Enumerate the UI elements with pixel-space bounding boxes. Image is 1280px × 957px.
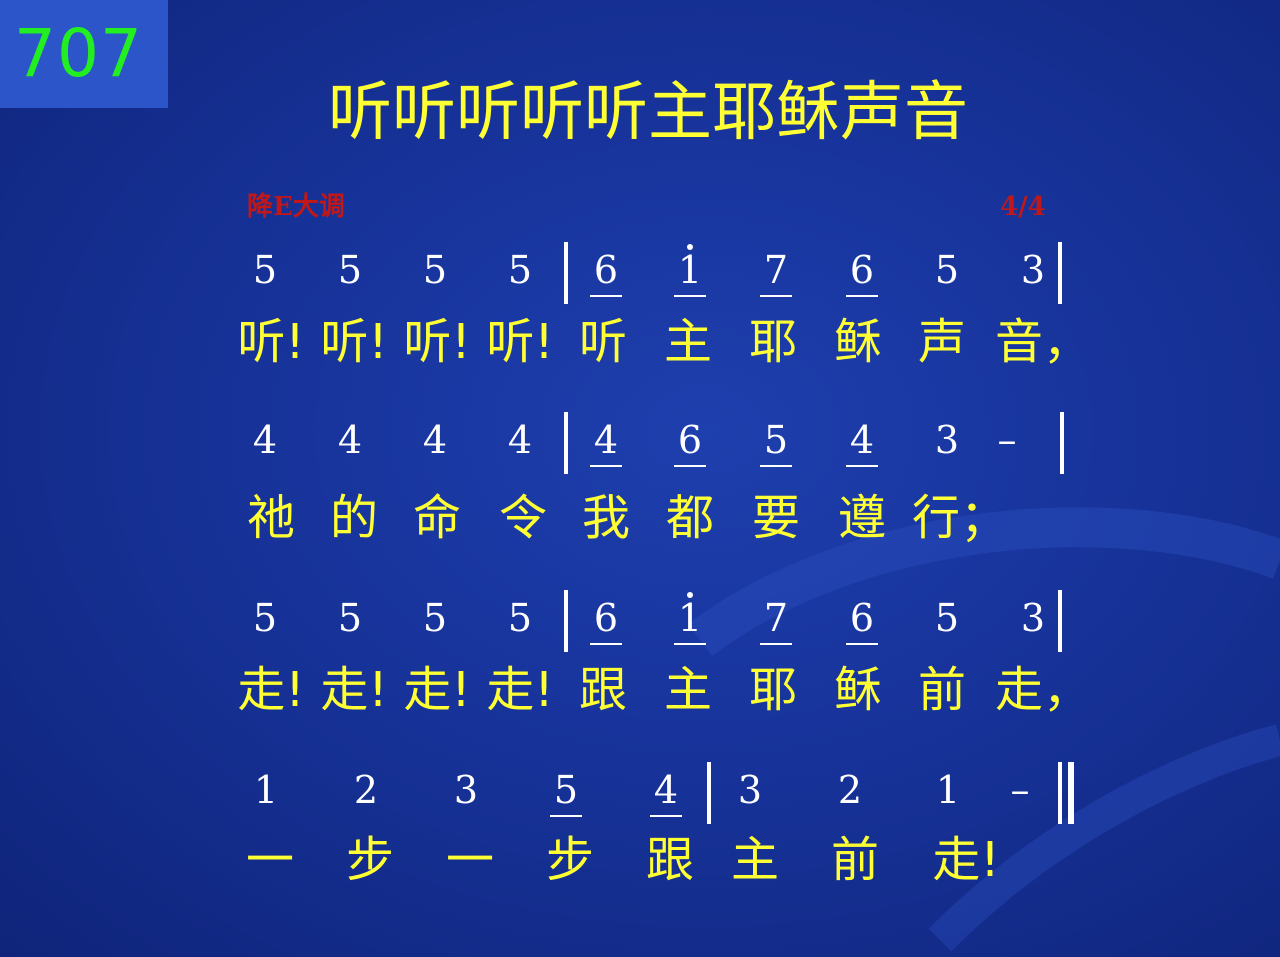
note: 5 <box>546 768 586 817</box>
note: 4 <box>507 418 533 462</box>
barline <box>564 242 568 304</box>
lyric-char: 走! <box>932 832 1000 888</box>
lyric-char: 听! <box>486 314 554 370</box>
lyric-char: 命 <box>412 490 461 546</box>
lyric-char: 祂 <box>246 490 295 546</box>
lyric-char: 稣 <box>833 662 882 718</box>
final-barline-thin <box>1058 762 1062 824</box>
lyric-char: 前 <box>830 832 879 888</box>
song-title: 听听听听听主耶稣声音 <box>328 76 968 150</box>
barline <box>1058 242 1062 304</box>
note: 5 <box>252 596 278 640</box>
note: 6 <box>670 418 710 467</box>
note: 1 <box>670 596 710 645</box>
lyric-char: 主 <box>663 662 712 718</box>
note: 3 <box>934 418 960 462</box>
barline <box>1058 590 1062 652</box>
lyric-char: 走! <box>237 662 305 718</box>
note: 5 <box>934 596 960 640</box>
hymn-number-badge: 707 <box>0 0 168 108</box>
note: 4 <box>422 418 448 462</box>
lyric-char: 遵 <box>837 490 886 546</box>
lyric-char: 稣 <box>833 314 882 370</box>
note: – <box>1010 768 1030 812</box>
barline <box>1060 412 1064 474</box>
note: 4 <box>252 418 278 462</box>
lyric-char: 走! <box>403 662 471 718</box>
note: 5 <box>756 418 796 467</box>
note: 3 <box>453 768 479 812</box>
lyric-char: 走， <box>995 662 1092 718</box>
note: 6 <box>842 248 882 297</box>
note: 5 <box>422 248 448 292</box>
barline <box>707 762 711 824</box>
note: 4 <box>586 418 626 467</box>
note: 4 <box>337 418 363 462</box>
note: 5 <box>507 248 533 292</box>
note: 6 <box>586 248 626 297</box>
lyric-char: 耶 <box>748 662 797 718</box>
note: 2 <box>837 768 863 812</box>
lyric-char: 主 <box>730 832 779 888</box>
lyric-char: 跟 <box>578 662 627 718</box>
lyric-char: 步 <box>545 832 594 888</box>
lyric-char: 的 <box>329 490 378 546</box>
note: 5 <box>934 248 960 292</box>
note: 3 <box>737 768 763 812</box>
note: 5 <box>422 596 448 640</box>
lyric-char: 主 <box>663 314 712 370</box>
lyric-char: 声 <box>917 314 966 370</box>
high-octave-dot <box>687 592 693 598</box>
final-barline-thick <box>1068 762 1074 824</box>
lyric-char: 听! <box>403 314 471 370</box>
lyric-char: 我 <box>581 490 630 546</box>
note: 6 <box>842 596 882 645</box>
note: 7 <box>756 596 796 645</box>
lyric-char: 步 <box>345 832 394 888</box>
note: 4 <box>646 768 686 817</box>
lyric-char: 行； <box>912 490 1009 546</box>
high-octave-dot <box>687 244 693 250</box>
lyric-char: 听! <box>237 314 305 370</box>
lyric-char: 音， <box>995 314 1092 370</box>
note: 3 <box>1020 248 1046 292</box>
lyric-char: 都 <box>665 490 714 546</box>
note: 5 <box>252 248 278 292</box>
note: 5 <box>337 596 363 640</box>
barline <box>564 590 568 652</box>
lyric-char: 跟 <box>645 832 694 888</box>
note: – <box>997 418 1017 462</box>
lyric-char: 走! <box>320 662 388 718</box>
key-signature-label: 降E大调 <box>247 192 345 222</box>
note: 6 <box>586 596 626 645</box>
lyric-char: 一 <box>245 832 294 888</box>
lyric-char: 要 <box>751 490 800 546</box>
lyric-char: 走! <box>486 662 554 718</box>
time-signature-label: 4/4 <box>1000 192 1046 222</box>
lyric-char: 听! <box>320 314 388 370</box>
barline <box>564 412 568 474</box>
lyric-char: 令 <box>498 490 547 546</box>
note: 1 <box>253 768 279 812</box>
note: 1 <box>670 248 710 297</box>
lyric-char: 听 <box>578 314 627 370</box>
lyric-char: 耶 <box>748 314 797 370</box>
note: 5 <box>337 248 363 292</box>
lyric-char: 前 <box>917 662 966 718</box>
note: 3 <box>1020 596 1046 640</box>
note: 4 <box>842 418 882 467</box>
note: 2 <box>353 768 379 812</box>
note: 7 <box>756 248 796 297</box>
lyric-char: 一 <box>445 832 494 888</box>
note: 1 <box>935 768 961 812</box>
note: 5 <box>507 596 533 640</box>
